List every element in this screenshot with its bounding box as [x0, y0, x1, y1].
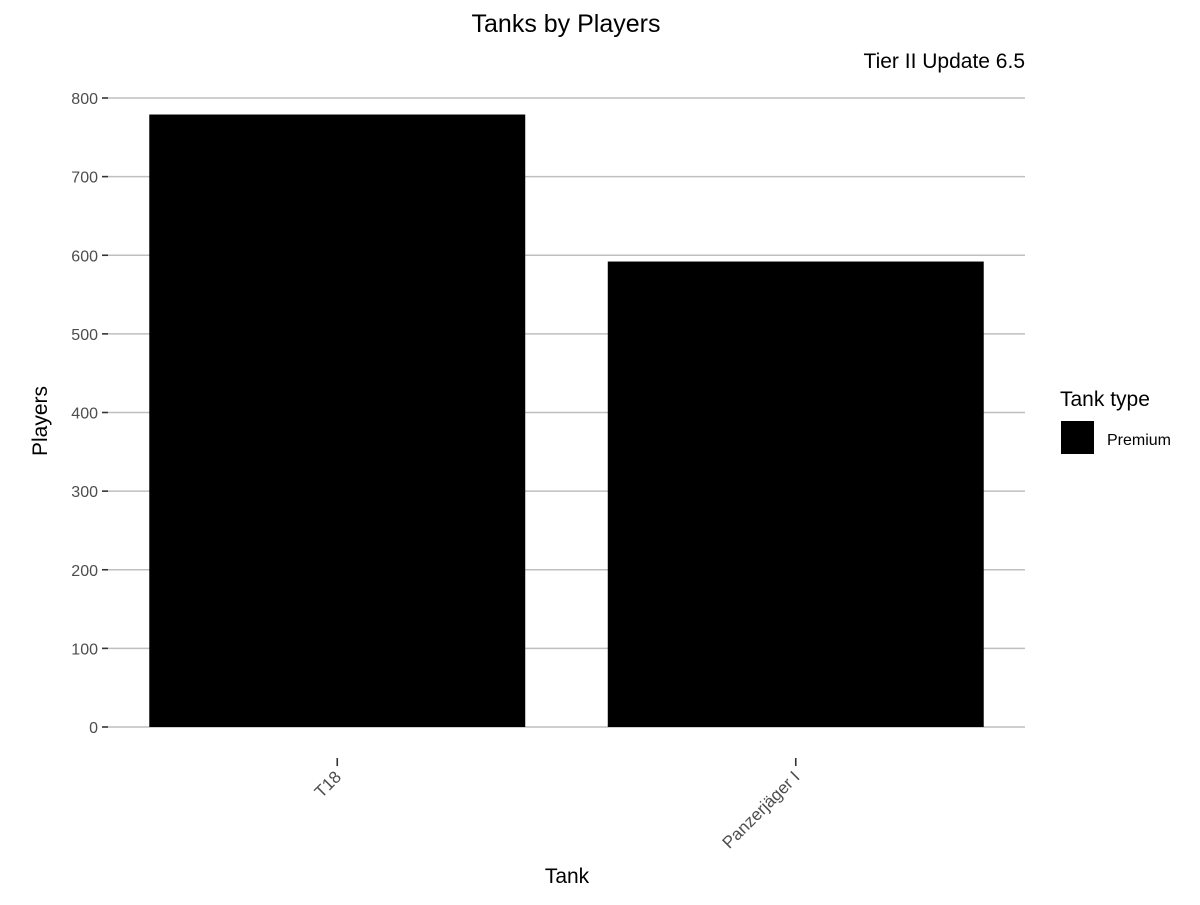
x-axis-title: Tank — [545, 865, 590, 888]
x-tick-label: Panzerjäger I — [719, 767, 804, 852]
legend: Tank type Premium — [1060, 388, 1171, 454]
bars — [149, 114, 984, 728]
y-tick-label: 300 — [71, 484, 98, 501]
y-tick-label: 200 — [71, 563, 98, 580]
chart-title: Tanks by Players — [472, 10, 661, 38]
legend-items: Premium — [1061, 421, 1171, 454]
x-tick-label: T18 — [311, 767, 345, 801]
chart-subtitle: Tier II Update 6.5 — [864, 50, 1025, 73]
bar-panzerj-ger-i — [607, 261, 984, 727]
legend-label: Premium — [1107, 432, 1171, 449]
legend-title: Tank type — [1060, 388, 1150, 411]
y-tick-label: 600 — [71, 248, 98, 265]
y-tick-label: 700 — [71, 170, 98, 187]
y-tick-label: 500 — [71, 327, 98, 344]
y-tick-label: 0 — [89, 720, 98, 737]
bar-t18 — [149, 114, 526, 728]
legend-key — [1061, 421, 1094, 454]
x-axis: T18 Panzerjäger I — [311, 758, 804, 852]
y-tick-label: 400 — [71, 406, 98, 423]
y-axis-title: Players — [29, 386, 52, 456]
y-tick-label: 800 — [71, 91, 98, 108]
y-axis: 0 100 200 300 400 500 600 700 800 — [71, 91, 108, 737]
y-tick-label: 100 — [71, 641, 98, 658]
